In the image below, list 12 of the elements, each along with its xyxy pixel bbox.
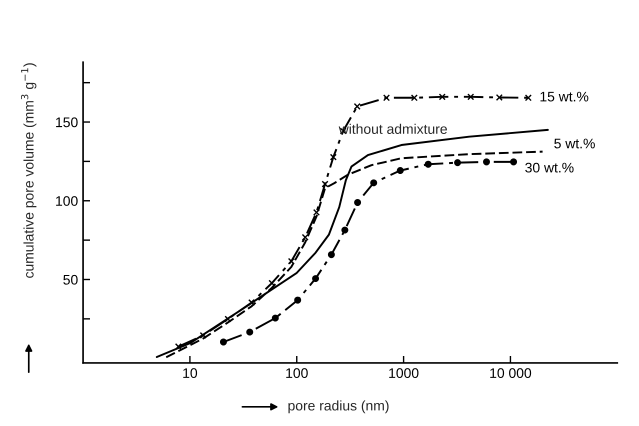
x-tick-label: 1000 — [389, 368, 418, 378]
series-label: 15 wt.% — [540, 92, 588, 102]
y-tick-label: 100 — [56, 196, 78, 206]
y-tick-label: 150 — [56, 117, 78, 128]
series-label: 5 wt.% — [554, 138, 595, 148]
y-axis-title: cumulative pore volume (mm$^{3}$ g$^{−1}$) — [20, 63, 36, 278]
x-tick-label: 10 000 — [490, 368, 532, 378]
x-tick-label: 10 — [183, 368, 198, 378]
x-axis-title: pore radius (nm) — [288, 400, 389, 414]
series-label: 30 wt.% — [525, 162, 574, 173]
y-tick-label: 50 — [63, 274, 78, 285]
x-tick-label: 100 — [286, 368, 308, 378]
